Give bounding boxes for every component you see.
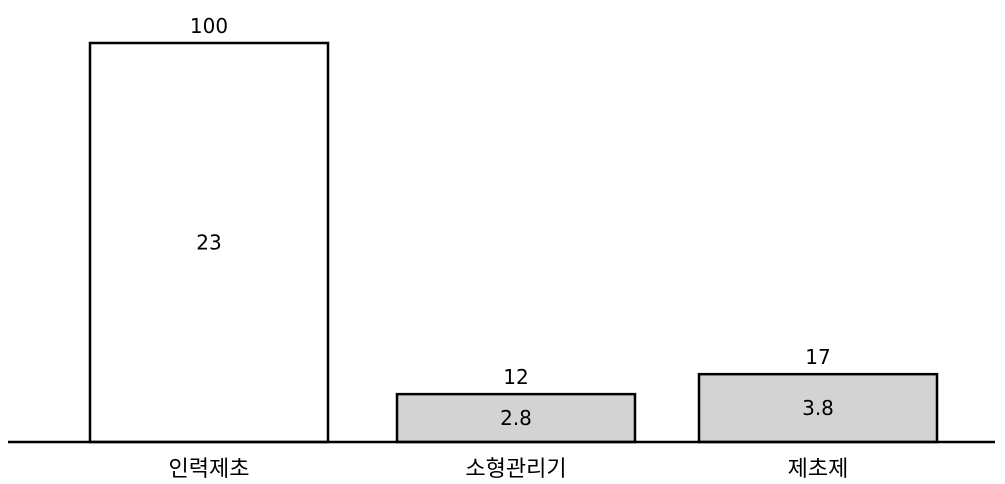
category-label: 소형관리기: [465, 457, 566, 482]
bars-layer: [88, 41, 939, 444]
bar-value-label: 12: [503, 365, 528, 389]
bar-2: [395, 392, 637, 444]
bar-value-label: 17: [805, 345, 830, 369]
category-label: 인력제초: [169, 457, 250, 482]
category-label: 제초제: [788, 457, 849, 482]
bar-inner-label: 23: [196, 231, 221, 255]
bar-inner-label: 2.8: [500, 406, 532, 430]
bar-inner-label: 3.8: [802, 396, 834, 420]
bar-1: [88, 41, 330, 444]
bar-value-label: 100: [190, 14, 228, 38]
labels-layer: 100 23 인력제초 12 2.8 소형관리기 17 3.8 제초제: [169, 14, 849, 482]
